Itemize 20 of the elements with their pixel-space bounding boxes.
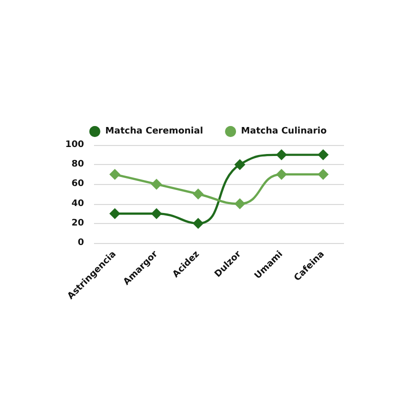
y-tick-label: 0 [78, 238, 84, 248]
y-tick-label: 60 [71, 179, 84, 190]
point [192, 188, 204, 200]
y-tick-label: 20 [71, 218, 84, 228]
point [151, 178, 162, 190]
point [318, 149, 329, 160]
point [192, 218, 204, 229]
point [276, 149, 287, 160]
point [109, 208, 120, 220]
point [109, 168, 120, 180]
point [276, 168, 287, 180]
legend-label: Matcha Ceremonial [105, 126, 204, 136]
point [234, 198, 246, 210]
y-tick-label: 100 [65, 140, 84, 150]
point [234, 159, 246, 170]
y-tick-label: 40 [71, 198, 84, 209]
y-tick-label: 80 [71, 160, 84, 170]
legend-label: Matcha Culinario [241, 126, 327, 136]
point [151, 208, 162, 220]
point [318, 168, 329, 180]
